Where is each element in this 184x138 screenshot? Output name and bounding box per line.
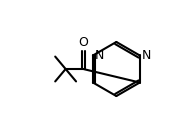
Text: N: N [141,49,151,62]
Text: O: O [78,36,88,49]
Text: N: N [95,49,104,62]
